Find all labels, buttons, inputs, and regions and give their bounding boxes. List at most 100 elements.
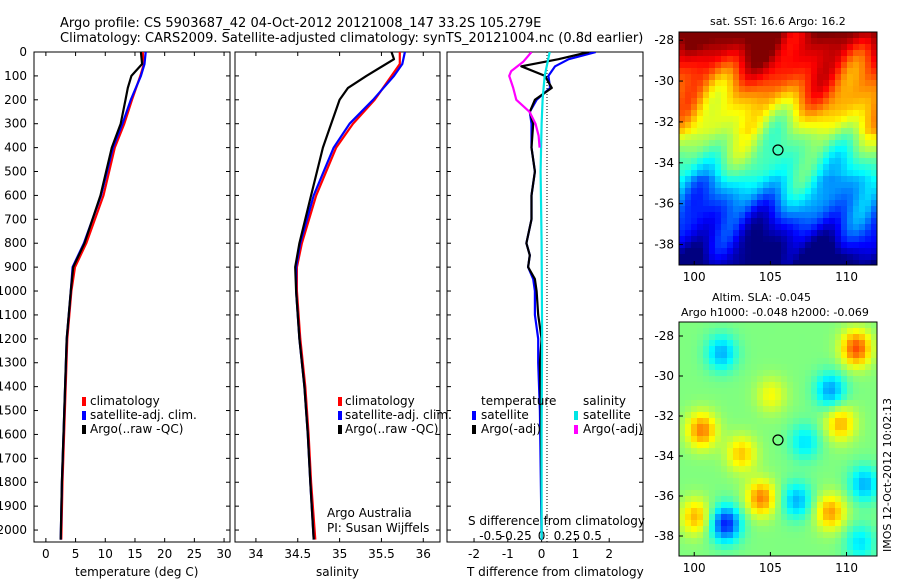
- sst-cell: [811, 212, 818, 219]
- sst-cell: [697, 68, 704, 75]
- sst-cell: [745, 248, 752, 255]
- sla-cell: [799, 466, 806, 473]
- sst-cell: [859, 218, 866, 225]
- sst-cell: [817, 74, 824, 81]
- sst-cell: [739, 116, 746, 123]
- sla-cell: [679, 352, 686, 359]
- sla-cell: [763, 412, 770, 419]
- sla-cell: [871, 334, 877, 341]
- sst-cell: [811, 140, 818, 147]
- sla-cell: [841, 340, 848, 347]
- sla-cell: [853, 424, 860, 431]
- sst-cell: [853, 74, 860, 81]
- sla-cell: [781, 502, 788, 509]
- sst-cell: [835, 242, 842, 249]
- sla-cell: [811, 544, 818, 551]
- sla-cell: [697, 532, 704, 539]
- sst-cell: [865, 248, 872, 255]
- sla-cell: [745, 346, 752, 353]
- sst-cell: [733, 176, 740, 183]
- sst-cell: [757, 110, 764, 117]
- sla-cell: [793, 514, 800, 521]
- sst-cell: [703, 236, 710, 243]
- sst-cell: [727, 146, 734, 153]
- sst-cell: [757, 134, 764, 141]
- sst-cell: [757, 164, 764, 171]
- sla-cell: [679, 406, 686, 413]
- difference-xlabel2: S difference from climatology: [468, 514, 645, 528]
- sla-cell: [787, 430, 794, 437]
- sla-cell: [727, 460, 734, 467]
- sst-cell: [745, 164, 752, 171]
- sst-cell: [733, 128, 740, 135]
- sla-cell: [751, 502, 758, 509]
- sla-cell: [847, 430, 854, 437]
- sst-cell: [829, 206, 836, 213]
- sla-cell: [685, 382, 692, 389]
- sst-cell: [703, 110, 710, 117]
- sst-cell: [703, 254, 710, 261]
- sst-cell: [739, 98, 746, 105]
- sst-cell: [763, 140, 770, 147]
- sla-cell: [691, 454, 698, 461]
- sla-cell: [829, 478, 836, 485]
- sla-cell: [745, 550, 752, 556]
- sla-cell: [751, 538, 758, 545]
- sla-cell: [829, 514, 836, 521]
- sla-cell: [787, 508, 794, 515]
- sla-cell: [775, 466, 782, 473]
- sst-cell: [727, 68, 734, 75]
- sst-cell: [745, 98, 752, 105]
- sst-cell: [871, 122, 877, 129]
- sla-cell: [871, 364, 877, 371]
- sla-cell: [781, 520, 788, 527]
- sst-cell: [697, 74, 704, 81]
- sst-cell: [769, 110, 776, 117]
- sla-cell: [805, 346, 812, 353]
- sla-cell: [751, 490, 758, 497]
- sst-cell: [853, 98, 860, 105]
- sst-cell: [871, 50, 877, 57]
- sla-cell: [805, 364, 812, 371]
- sla-cell: [733, 430, 740, 437]
- series-line: [60, 52, 145, 540]
- sla-cell: [769, 508, 776, 515]
- sst-cell: [799, 32, 806, 39]
- sst-cell: [709, 158, 716, 165]
- sla-cell: [733, 550, 740, 556]
- sst-cell: [811, 92, 818, 99]
- sla-cell: [859, 490, 866, 497]
- sst-cell: [709, 194, 716, 201]
- sla-cell: [769, 436, 776, 443]
- legend-label-satellite: satellite-adj. clim.: [90, 408, 197, 422]
- sla-cell: [823, 370, 830, 377]
- sla-cell: [703, 502, 710, 509]
- sla-cell: [793, 526, 800, 533]
- sla-cell: [865, 322, 872, 329]
- sst-cell: [721, 32, 728, 39]
- sst-cell: [787, 230, 794, 237]
- sla-cell: [775, 490, 782, 497]
- sla-cell: [679, 478, 686, 485]
- sla-cell: [757, 508, 764, 515]
- sst-cell: [805, 260, 812, 265]
- sla-cell: [847, 508, 854, 515]
- legend-label-satellite: satellite-adj. clim.: [345, 408, 452, 422]
- sst-cell: [715, 128, 722, 135]
- sst-cell: [691, 140, 698, 147]
- depth-tick-label: 500: [4, 165, 27, 179]
- sst-cell: [709, 110, 716, 117]
- sst-cell: [859, 254, 866, 261]
- sst-cell: [793, 152, 800, 159]
- y-tick-label: -34: [654, 156, 674, 170]
- sla-cell: [709, 346, 716, 353]
- sla-cell: [775, 412, 782, 419]
- sst-cell: [805, 218, 812, 225]
- sla-cell: [793, 334, 800, 341]
- sst-cell: [811, 68, 818, 75]
- sst-cell: [739, 176, 746, 183]
- sla-cell: [685, 406, 692, 413]
- sla-cell: [691, 382, 698, 389]
- sla-cell: [787, 406, 794, 413]
- sst-cell: [811, 236, 818, 243]
